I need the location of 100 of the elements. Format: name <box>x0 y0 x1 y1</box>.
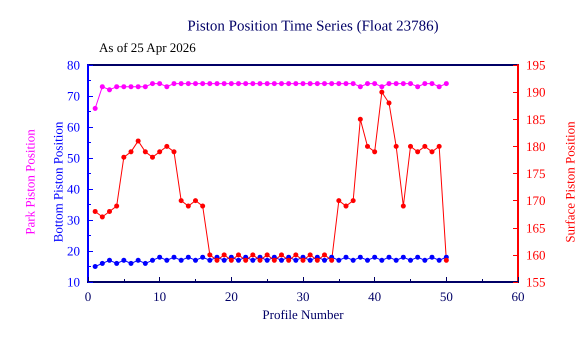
point <box>394 258 399 263</box>
point <box>394 144 399 149</box>
point <box>142 149 148 154</box>
point <box>107 87 112 92</box>
point <box>400 254 406 260</box>
point <box>379 258 384 263</box>
point <box>308 258 313 263</box>
point <box>386 100 392 106</box>
point <box>264 258 270 263</box>
y-tick-label: 50 <box>67 150 80 166</box>
point <box>186 254 191 260</box>
point <box>228 258 234 263</box>
point <box>136 138 141 144</box>
point <box>258 258 262 263</box>
point <box>92 208 98 214</box>
point <box>379 84 384 90</box>
x-tick-label: 0 <box>84 289 92 304</box>
point <box>300 81 306 86</box>
point <box>128 149 134 154</box>
point <box>92 106 98 111</box>
x-tick-label: 20 <box>224 289 238 304</box>
point <box>164 144 170 149</box>
point <box>121 154 126 160</box>
point <box>350 198 356 204</box>
point <box>142 260 148 266</box>
point <box>222 81 227 86</box>
point <box>178 81 184 86</box>
x-tick-label: 40 <box>368 289 382 304</box>
point <box>336 198 342 204</box>
point <box>344 254 348 260</box>
x-tick-label: 30 <box>296 289 310 304</box>
y2-tick-label: 175 <box>526 166 546 181</box>
point <box>222 252 227 258</box>
text: Bottom Piston Position <box>50 121 66 242</box>
point <box>322 258 327 263</box>
point <box>172 254 176 260</box>
point <box>150 81 155 86</box>
point <box>293 258 298 263</box>
y2-tick-label: 180 <box>526 138 546 154</box>
point <box>100 260 105 266</box>
point <box>436 84 442 90</box>
point <box>178 258 184 263</box>
point <box>258 81 262 86</box>
point <box>436 258 442 263</box>
point <box>365 81 370 86</box>
y-tick-label: 80 <box>67 58 80 72</box>
point <box>279 81 284 86</box>
point <box>372 81 378 86</box>
point <box>178 198 184 204</box>
point <box>308 252 313 258</box>
chart-title: Piston Position Time Series (Float 23786) <box>187 18 439 34</box>
point <box>121 84 126 90</box>
point <box>430 81 434 86</box>
point <box>408 144 413 149</box>
y2-tick-label: 165 <box>526 220 546 236</box>
point <box>107 208 112 214</box>
point <box>272 81 277 86</box>
point <box>250 258 256 263</box>
y2-tick-label: 160 <box>526 247 546 262</box>
point <box>400 204 406 209</box>
point <box>329 81 334 86</box>
point <box>379 90 384 95</box>
point <box>422 81 428 86</box>
y-tick-label: 70 <box>67 88 80 104</box>
y-tick-label: 10 <box>67 274 80 290</box>
point <box>286 81 292 86</box>
point <box>264 81 270 86</box>
text: Park Piston Position <box>22 128 38 235</box>
point <box>386 254 392 260</box>
point <box>142 84 148 90</box>
point <box>358 116 363 122</box>
point <box>422 144 428 149</box>
point <box>121 258 126 263</box>
point <box>415 84 420 90</box>
point <box>214 81 220 86</box>
point <box>250 81 256 86</box>
point <box>172 81 176 86</box>
point <box>207 258 212 263</box>
point <box>157 81 162 86</box>
point <box>136 258 141 263</box>
point <box>172 149 176 154</box>
point <box>272 258 277 263</box>
point <box>128 260 134 266</box>
point <box>236 252 241 258</box>
point <box>164 84 170 90</box>
point <box>408 258 413 263</box>
point <box>200 204 206 209</box>
y-tick-label: 30 <box>67 212 80 228</box>
y2-tick-label: 185 <box>526 112 546 127</box>
point <box>344 204 348 209</box>
point <box>386 81 392 86</box>
x-tick-label: 50 <box>440 289 453 304</box>
point <box>157 254 162 260</box>
point <box>336 258 342 263</box>
y-tick-label: 20 <box>67 244 80 258</box>
point <box>207 252 212 258</box>
point <box>100 214 105 220</box>
point <box>400 81 406 86</box>
point <box>279 258 284 263</box>
point <box>372 254 378 260</box>
